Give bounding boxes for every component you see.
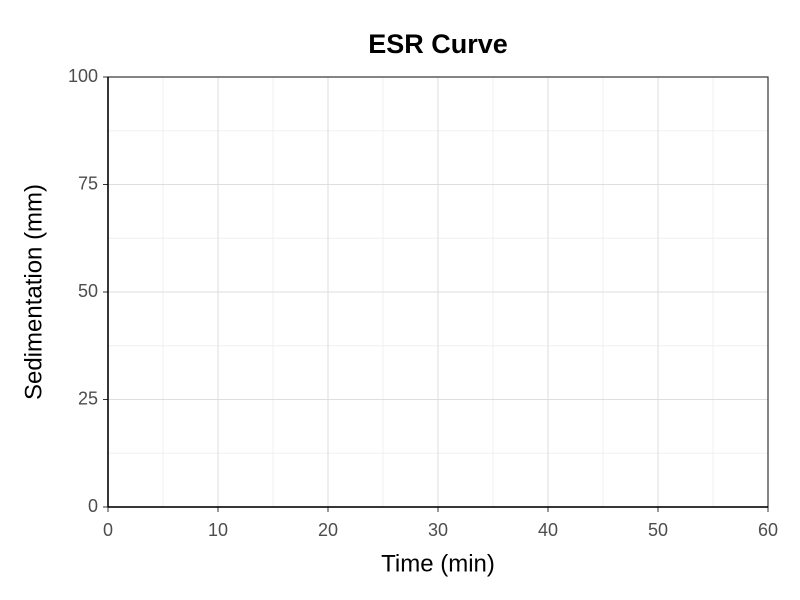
y-tick-label: 100 bbox=[68, 66, 98, 86]
x-tick-label: 20 bbox=[318, 520, 338, 540]
y-tick-label: 50 bbox=[78, 281, 98, 301]
chart-title: ESR Curve bbox=[368, 29, 508, 59]
x-tick-label: 50 bbox=[648, 520, 668, 540]
y-tick-label: 0 bbox=[88, 496, 98, 516]
x-tick-label: 40 bbox=[538, 520, 558, 540]
x-tick-label: 60 bbox=[758, 520, 778, 540]
x-axis-label: Time (min) bbox=[381, 550, 495, 577]
x-tick-label: 10 bbox=[208, 520, 228, 540]
y-axis-label: Sedimentation (mm) bbox=[20, 184, 47, 400]
y-tick-label: 25 bbox=[78, 388, 98, 408]
y-tick-label: 75 bbox=[78, 173, 98, 193]
x-tick-label: 0 bbox=[103, 520, 113, 540]
x-tick-label: 30 bbox=[428, 520, 448, 540]
